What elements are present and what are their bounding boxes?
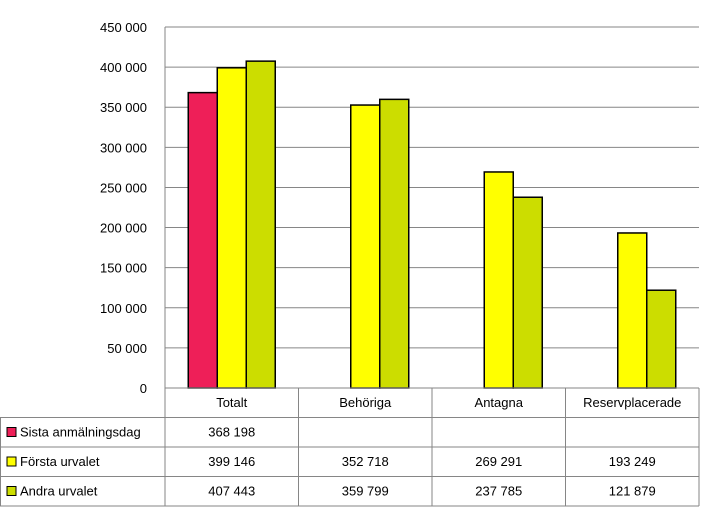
bar — [646, 289, 677, 389]
bar — [483, 171, 514, 389]
legend-series-name: Andra urvalet — [20, 484, 98, 499]
bar — [350, 104, 381, 389]
y-tick-label: 150 000 — [100, 261, 147, 276]
y-tick-label: 100 000 — [100, 301, 147, 316]
legend-swatch — [6, 486, 17, 496]
bar — [245, 60, 276, 389]
y-tick-label: 250 000 — [100, 180, 147, 195]
y-tick-label: 0 — [140, 381, 147, 396]
y-tick-label: 300 000 — [100, 140, 147, 155]
legend-swatch — [6, 427, 17, 437]
bar — [187, 91, 218, 389]
table-value: 368 198 — [208, 425, 255, 440]
y-tick-label: 200 000 — [100, 221, 147, 236]
table-value: 269 291 — [475, 454, 522, 469]
bar — [617, 232, 648, 389]
x-category-label: Totalt — [216, 395, 247, 410]
y-tick-label: 350 000 — [100, 100, 147, 115]
table-value: 237 785 — [475, 484, 522, 499]
legend-swatch — [6, 456, 17, 467]
bars — [187, 60, 677, 389]
x-category-label: Behöriga — [339, 395, 392, 410]
x-category-label: Antagna — [475, 395, 524, 410]
table-value: 407 443 — [208, 484, 255, 499]
bar — [216, 67, 247, 389]
data-table: Totalt Behöriga Antagna Reservplacerade Sist… — [0, 387, 700, 507]
legend-series-name: Sista anmälningsdag — [20, 425, 141, 440]
y-tick-label: 50 000 — [107, 341, 147, 356]
y-axis: 0 50 000 100 000 150 000 200 000 250 000 300 0… — [100, 20, 166, 396]
y-tick-label: 450 000 — [100, 20, 147, 35]
table-value: 399 146 — [208, 454, 255, 469]
x-category-label: Reservplacerade — [583, 395, 681, 410]
bar — [512, 196, 543, 389]
table-value: 193 249 — [609, 454, 656, 469]
legend-series-name: Första urvalet — [20, 454, 100, 469]
bar — [379, 98, 410, 389]
table-value: 359 799 — [342, 484, 389, 499]
table-value: 352 718 — [342, 454, 389, 469]
y-tick-label: 400 000 — [100, 60, 147, 75]
table-value: 121 879 — [609, 484, 656, 499]
